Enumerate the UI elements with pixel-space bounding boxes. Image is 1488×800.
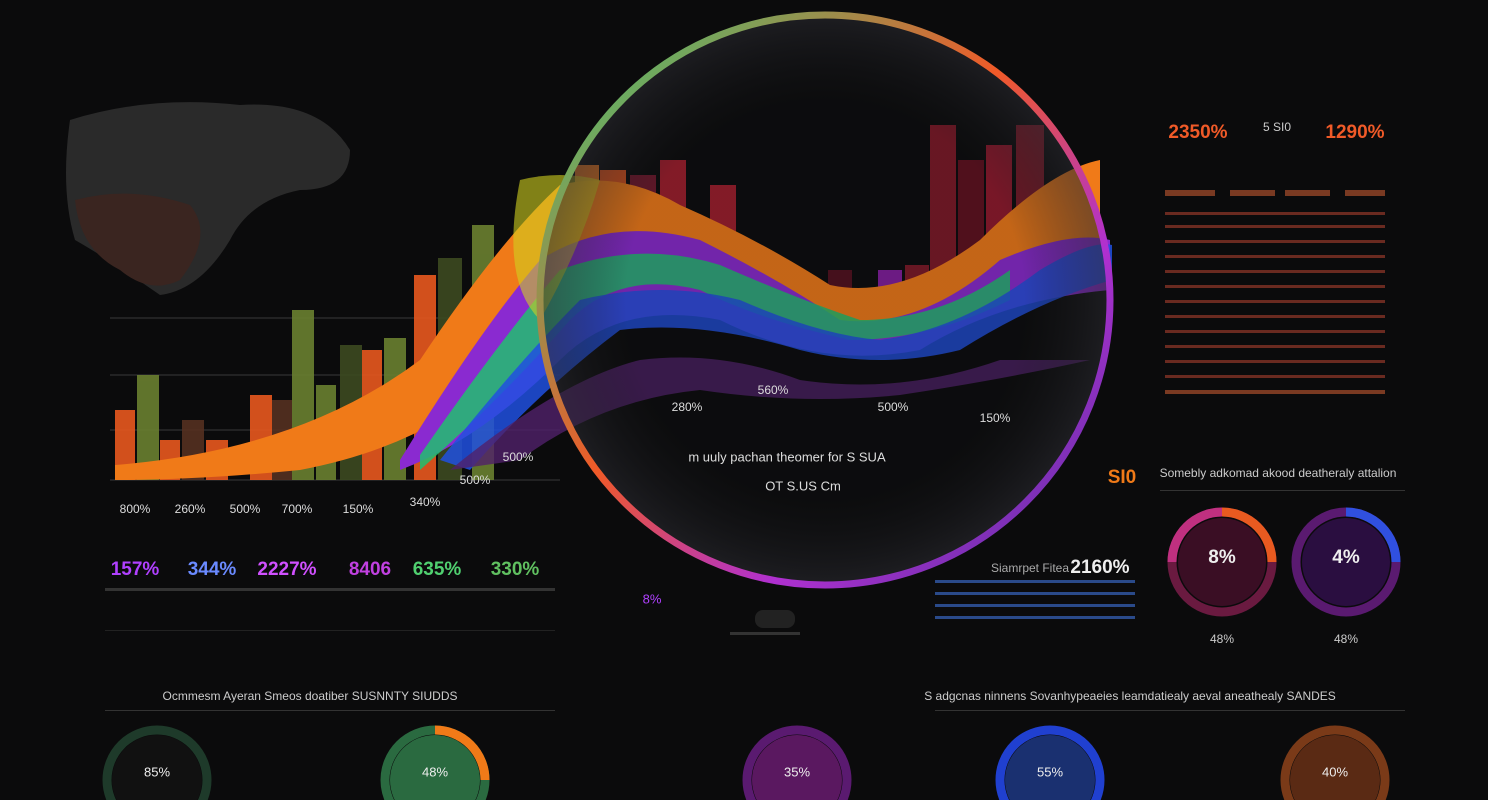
decoration [66,11,1405,800]
stat-value: 2160% [1070,557,1129,578]
chart-label: 340% [410,495,441,509]
stat: 1290% [1325,122,1384,143]
chart-label: 150% [343,502,374,516]
chart-label: 280% [672,400,703,414]
donut-value: 55% [1037,764,1063,779]
kpi: 2227% [257,559,316,580]
donut-value: 85% [144,764,170,779]
stat-label: Siamrpet Fitea [991,561,1069,575]
chart-label: 150% [980,411,1011,425]
kpi: 635% [413,559,462,580]
chart-label: 260% [175,502,206,516]
donut-value: 4% [1332,547,1360,568]
donut-value: 8% [1208,547,1236,568]
chart-label: 700% [282,502,313,516]
section-heading: S adgcnas ninnens Sovanhypeaeies leamdat… [924,689,1336,703]
kpi: 344% [188,559,237,580]
donut-value: 40% [1322,764,1348,779]
chart-label: 500% [460,473,491,487]
small-stat: 8% [643,591,662,606]
center-text: m uuly pachan theomer for S SUA [688,449,886,464]
donut-value: 48% [422,764,448,779]
chart-label: 800% [120,502,151,516]
kpi: 157% [111,559,160,580]
stat: 2350% [1168,122,1227,143]
center-text: OT S.US Cm [765,478,841,493]
chart-label: 500% [503,450,534,464]
kpi: 330% [491,559,540,580]
kpi: 8406 [349,559,391,580]
section-heading: Ocmmesm Ayeran Smeos doatiber SUSNNTY SI… [163,689,458,703]
section-heading: Somebly adkomad akood deatheraly attalio… [1160,466,1397,480]
donut-caption: 48% [1334,632,1358,646]
section-value: SI0 [1108,467,1137,488]
chart-label: 500% [878,400,909,414]
chart-label: 560% [758,383,789,397]
stat: 5 SI0 [1263,120,1291,134]
donut-caption: 48% [1210,632,1234,646]
donut-value: 35% [784,764,810,779]
chart-label: 500% [230,502,261,516]
